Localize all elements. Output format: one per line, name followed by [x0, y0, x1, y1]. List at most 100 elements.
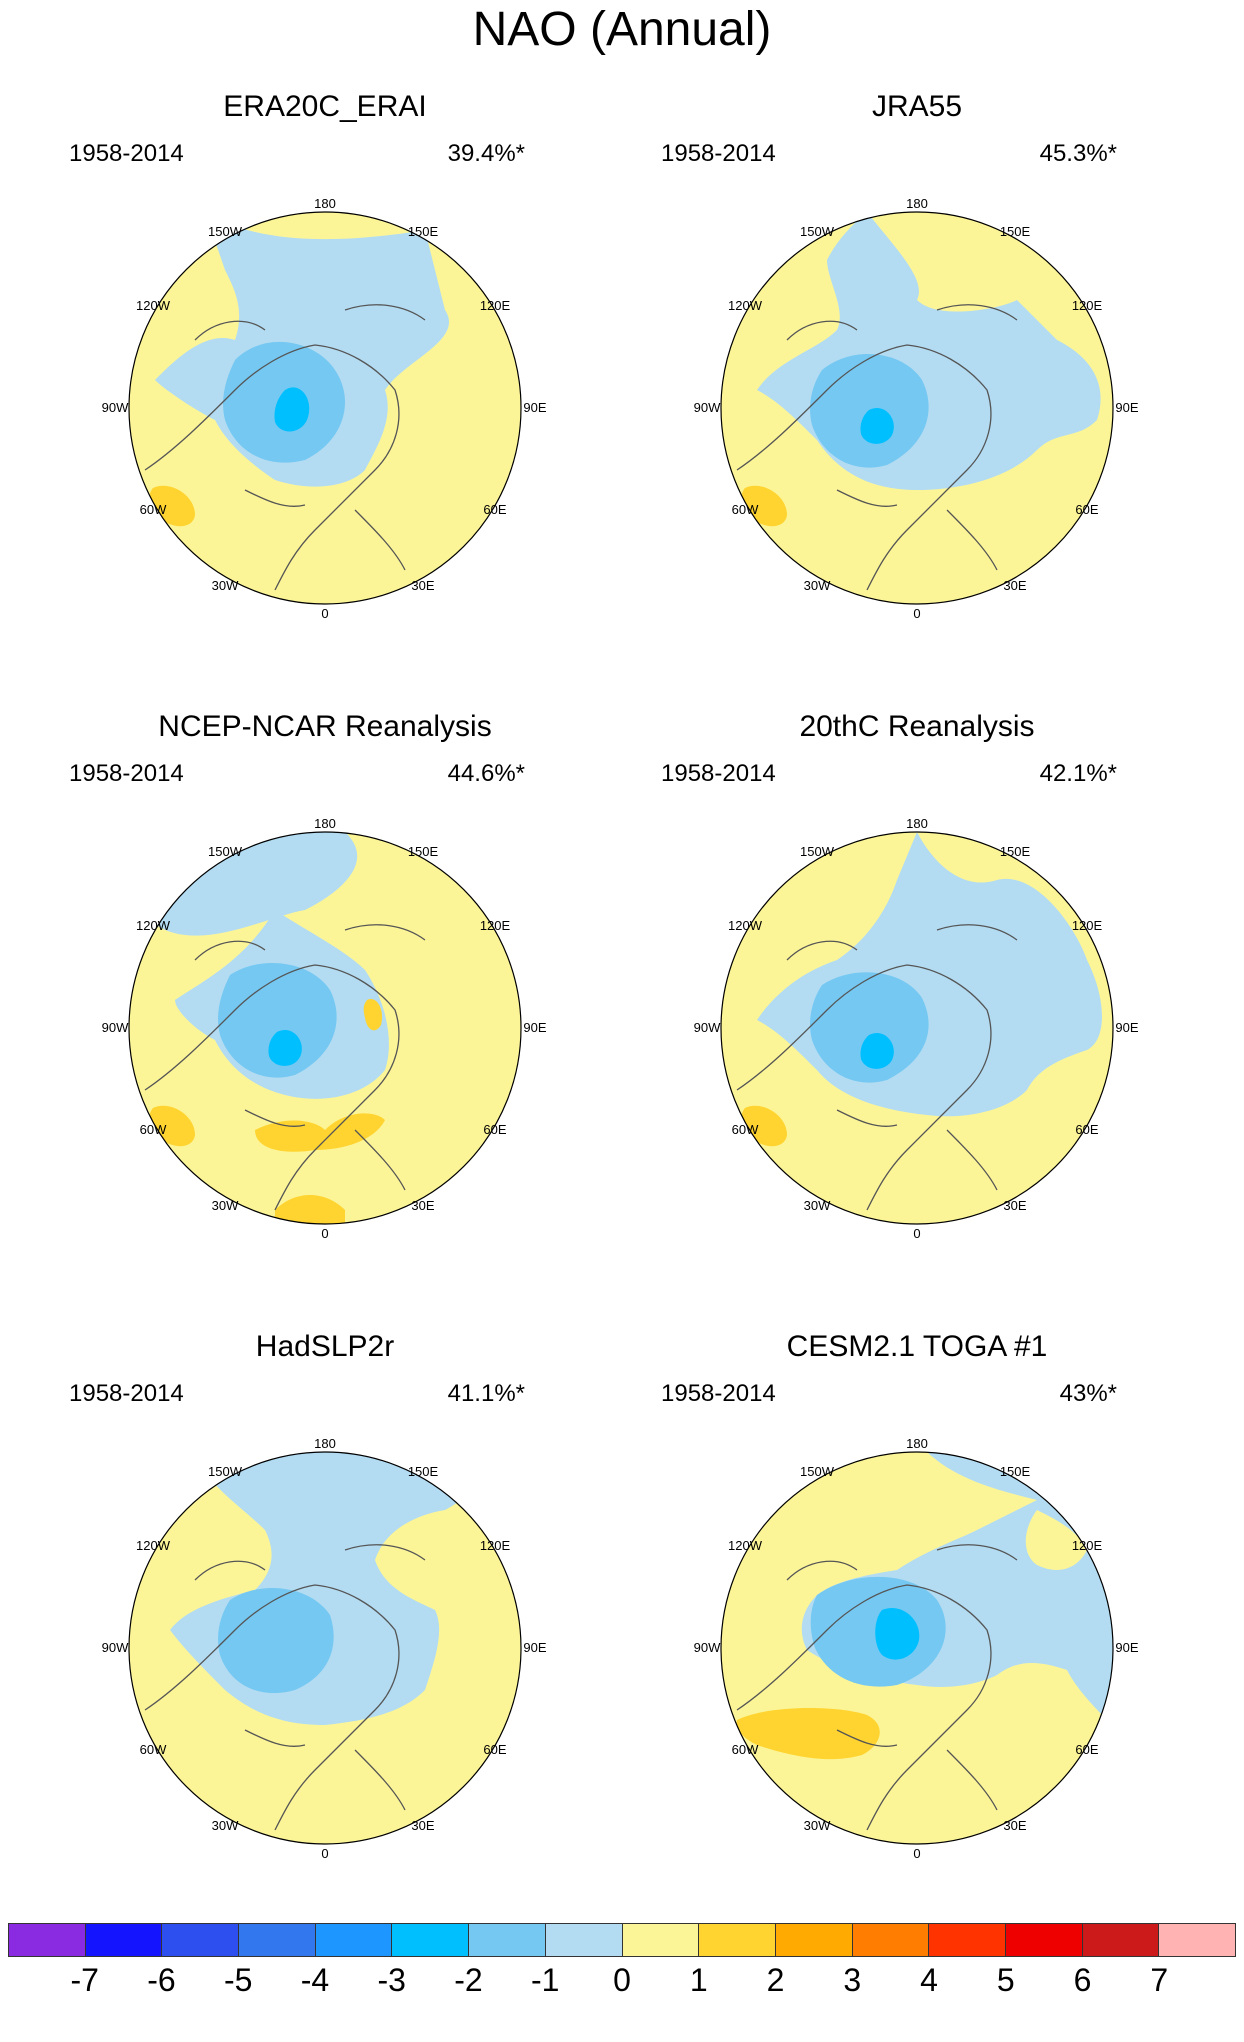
coastline [736, 1544, 1018, 1831]
lon-label: 90W [102, 1640, 129, 1655]
colorbar-label: -6 [147, 1962, 176, 1998]
lon-label: 0 [913, 1846, 920, 1861]
colorbar-label: -7 [70, 1962, 99, 1998]
coastline [144, 1544, 426, 1831]
lon-label: 90W [102, 1020, 129, 1035]
colorbar [8, 1923, 1236, 1957]
lon-label: 90E [1115, 1020, 1138, 1035]
polar-map: 180 150E 120E 90E 60E 30E 0 30W 60W 90W … [694, 196, 1139, 621]
panel-period: 1958-2014 [661, 760, 776, 787]
map-panel: 20thC Reanalysis 1958-2014 42.1%* 180 15… [637, 710, 1197, 1310]
negative-region-strong [810, 972, 929, 1083]
lon-label: 0 [913, 606, 920, 621]
map-boundary [720, 1451, 1114, 1845]
panel-period: 1958-2014 [69, 760, 184, 787]
colorbar-label: 3 [843, 1962, 862, 1998]
lon-label: 180 [314, 1436, 336, 1451]
lon-label: 90W [694, 1640, 721, 1655]
colorbar-label: -4 [300, 1962, 330, 1998]
lon-label: 120E [480, 918, 511, 933]
colorbar-label: 1 [689, 1962, 708, 1998]
coastline [736, 304, 1018, 591]
map-panel: JRA55 1958-2014 45.3%* 180 150E 120E 90E… [637, 90, 1197, 690]
lon-label: 60W [140, 1742, 167, 1757]
panel-period: 1958-2014 [661, 1380, 776, 1407]
colorbar-swatch [929, 1924, 1006, 1956]
lon-label: 120W [136, 298, 171, 313]
lon-label: 150E [1000, 224, 1031, 239]
lon-label: 60W [732, 502, 759, 517]
lon-label: 180 [906, 816, 928, 831]
lon-label: 180 [314, 196, 336, 211]
lon-label: 30E [411, 578, 434, 593]
colorbar-swatch [1005, 1924, 1083, 1956]
lon-label: 60E [483, 502, 506, 517]
lon-label: 120W [728, 918, 763, 933]
lon-label: 0 [321, 606, 328, 621]
map-panel: HadSLP2r 1958-2014 41.1%* 180 150E 120E … [45, 1330, 605, 1930]
positive-center [736, 1708, 880, 1760]
map-boundary [128, 1451, 522, 1845]
lon-label: 120E [1072, 918, 1103, 933]
colorbar-swatch [622, 1924, 700, 1956]
map-boundary [128, 211, 522, 605]
lon-label: 120E [480, 298, 511, 313]
colorbar-swatch [1159, 1924, 1235, 1956]
negative-center [274, 387, 310, 432]
positive-center [363, 999, 383, 1031]
lon-label: 90E [1115, 1640, 1138, 1655]
panel-variance: 39.4%* [447, 140, 525, 167]
positive-inset [1025, 1510, 1087, 1570]
colorbar-swatch [85, 1924, 163, 1956]
lon-label: 180 [906, 1436, 928, 1451]
panel-title: JRA55 [871, 90, 963, 123]
lon-label: 30W [804, 1198, 831, 1213]
colorbar-label: 0 [613, 1962, 631, 1998]
lon-label: 30W [804, 578, 831, 593]
negative-center [268, 1030, 302, 1066]
map-boundary [128, 831, 522, 1225]
panel-title: NCEP-NCAR Reanalysis [158, 710, 492, 743]
lon-label: 150E [408, 224, 439, 239]
lon-label: 30W [212, 1198, 239, 1213]
lon-label: 150W [208, 844, 243, 859]
lon-label: 90W [694, 1020, 721, 1035]
lon-label: 30E [411, 1198, 434, 1213]
colorbar-swatch [162, 1924, 240, 1956]
negative-center [875, 1608, 920, 1660]
lon-label: 120E [480, 1538, 511, 1553]
panel-variance: 44.6%* [447, 760, 525, 787]
negative-center [860, 1033, 894, 1069]
lon-label: 30W [804, 1818, 831, 1833]
lon-label: 60E [483, 1742, 506, 1757]
colorbar-label: 7 [1150, 1962, 1169, 1998]
lon-label: 60W [140, 502, 167, 517]
lon-label: 150E [408, 1464, 439, 1479]
polar-map: 180 150E 120E 90E 60E 30E 0 30W 60W 90W … [694, 1436, 1139, 1861]
lon-label: 60W [140, 1122, 167, 1137]
lon-label: 90E [523, 1020, 546, 1035]
lon-label: 120W [136, 1538, 171, 1553]
coastline [144, 924, 426, 1211]
panel-title: ERA20C_ERAI [223, 90, 427, 123]
colorbar-label: -3 [377, 1962, 406, 1998]
figure-title: NAO (Annual) [472, 3, 772, 56]
lon-label: 150E [1000, 1464, 1031, 1479]
lon-label: 120W [136, 918, 171, 933]
lon-label: 150E [1000, 844, 1031, 859]
colorbar-swatch [699, 1924, 776, 1956]
lon-label: 90E [1115, 400, 1138, 415]
colorbar-swatch [315, 1924, 393, 1956]
lon-label: 150W [208, 224, 243, 239]
colorbar-swatch [545, 1924, 623, 1956]
lon-label: 30W [212, 578, 239, 593]
panel-title: HadSLP2r [255, 1330, 395, 1363]
lon-label: 180 [906, 196, 928, 211]
lon-label: 150W [208, 1464, 243, 1479]
lon-label: 30E [411, 1818, 434, 1833]
panel-variance: 45.3%* [1039, 140, 1117, 167]
negative-region-strong [218, 963, 337, 1078]
panel-period: 1958-2014 [69, 1380, 184, 1407]
polar-map: 180 150E 120E 90E 60E 30E 0 30W 60W 90W … [102, 1436, 547, 1861]
panel-variance: 42.1%* [1039, 760, 1117, 787]
